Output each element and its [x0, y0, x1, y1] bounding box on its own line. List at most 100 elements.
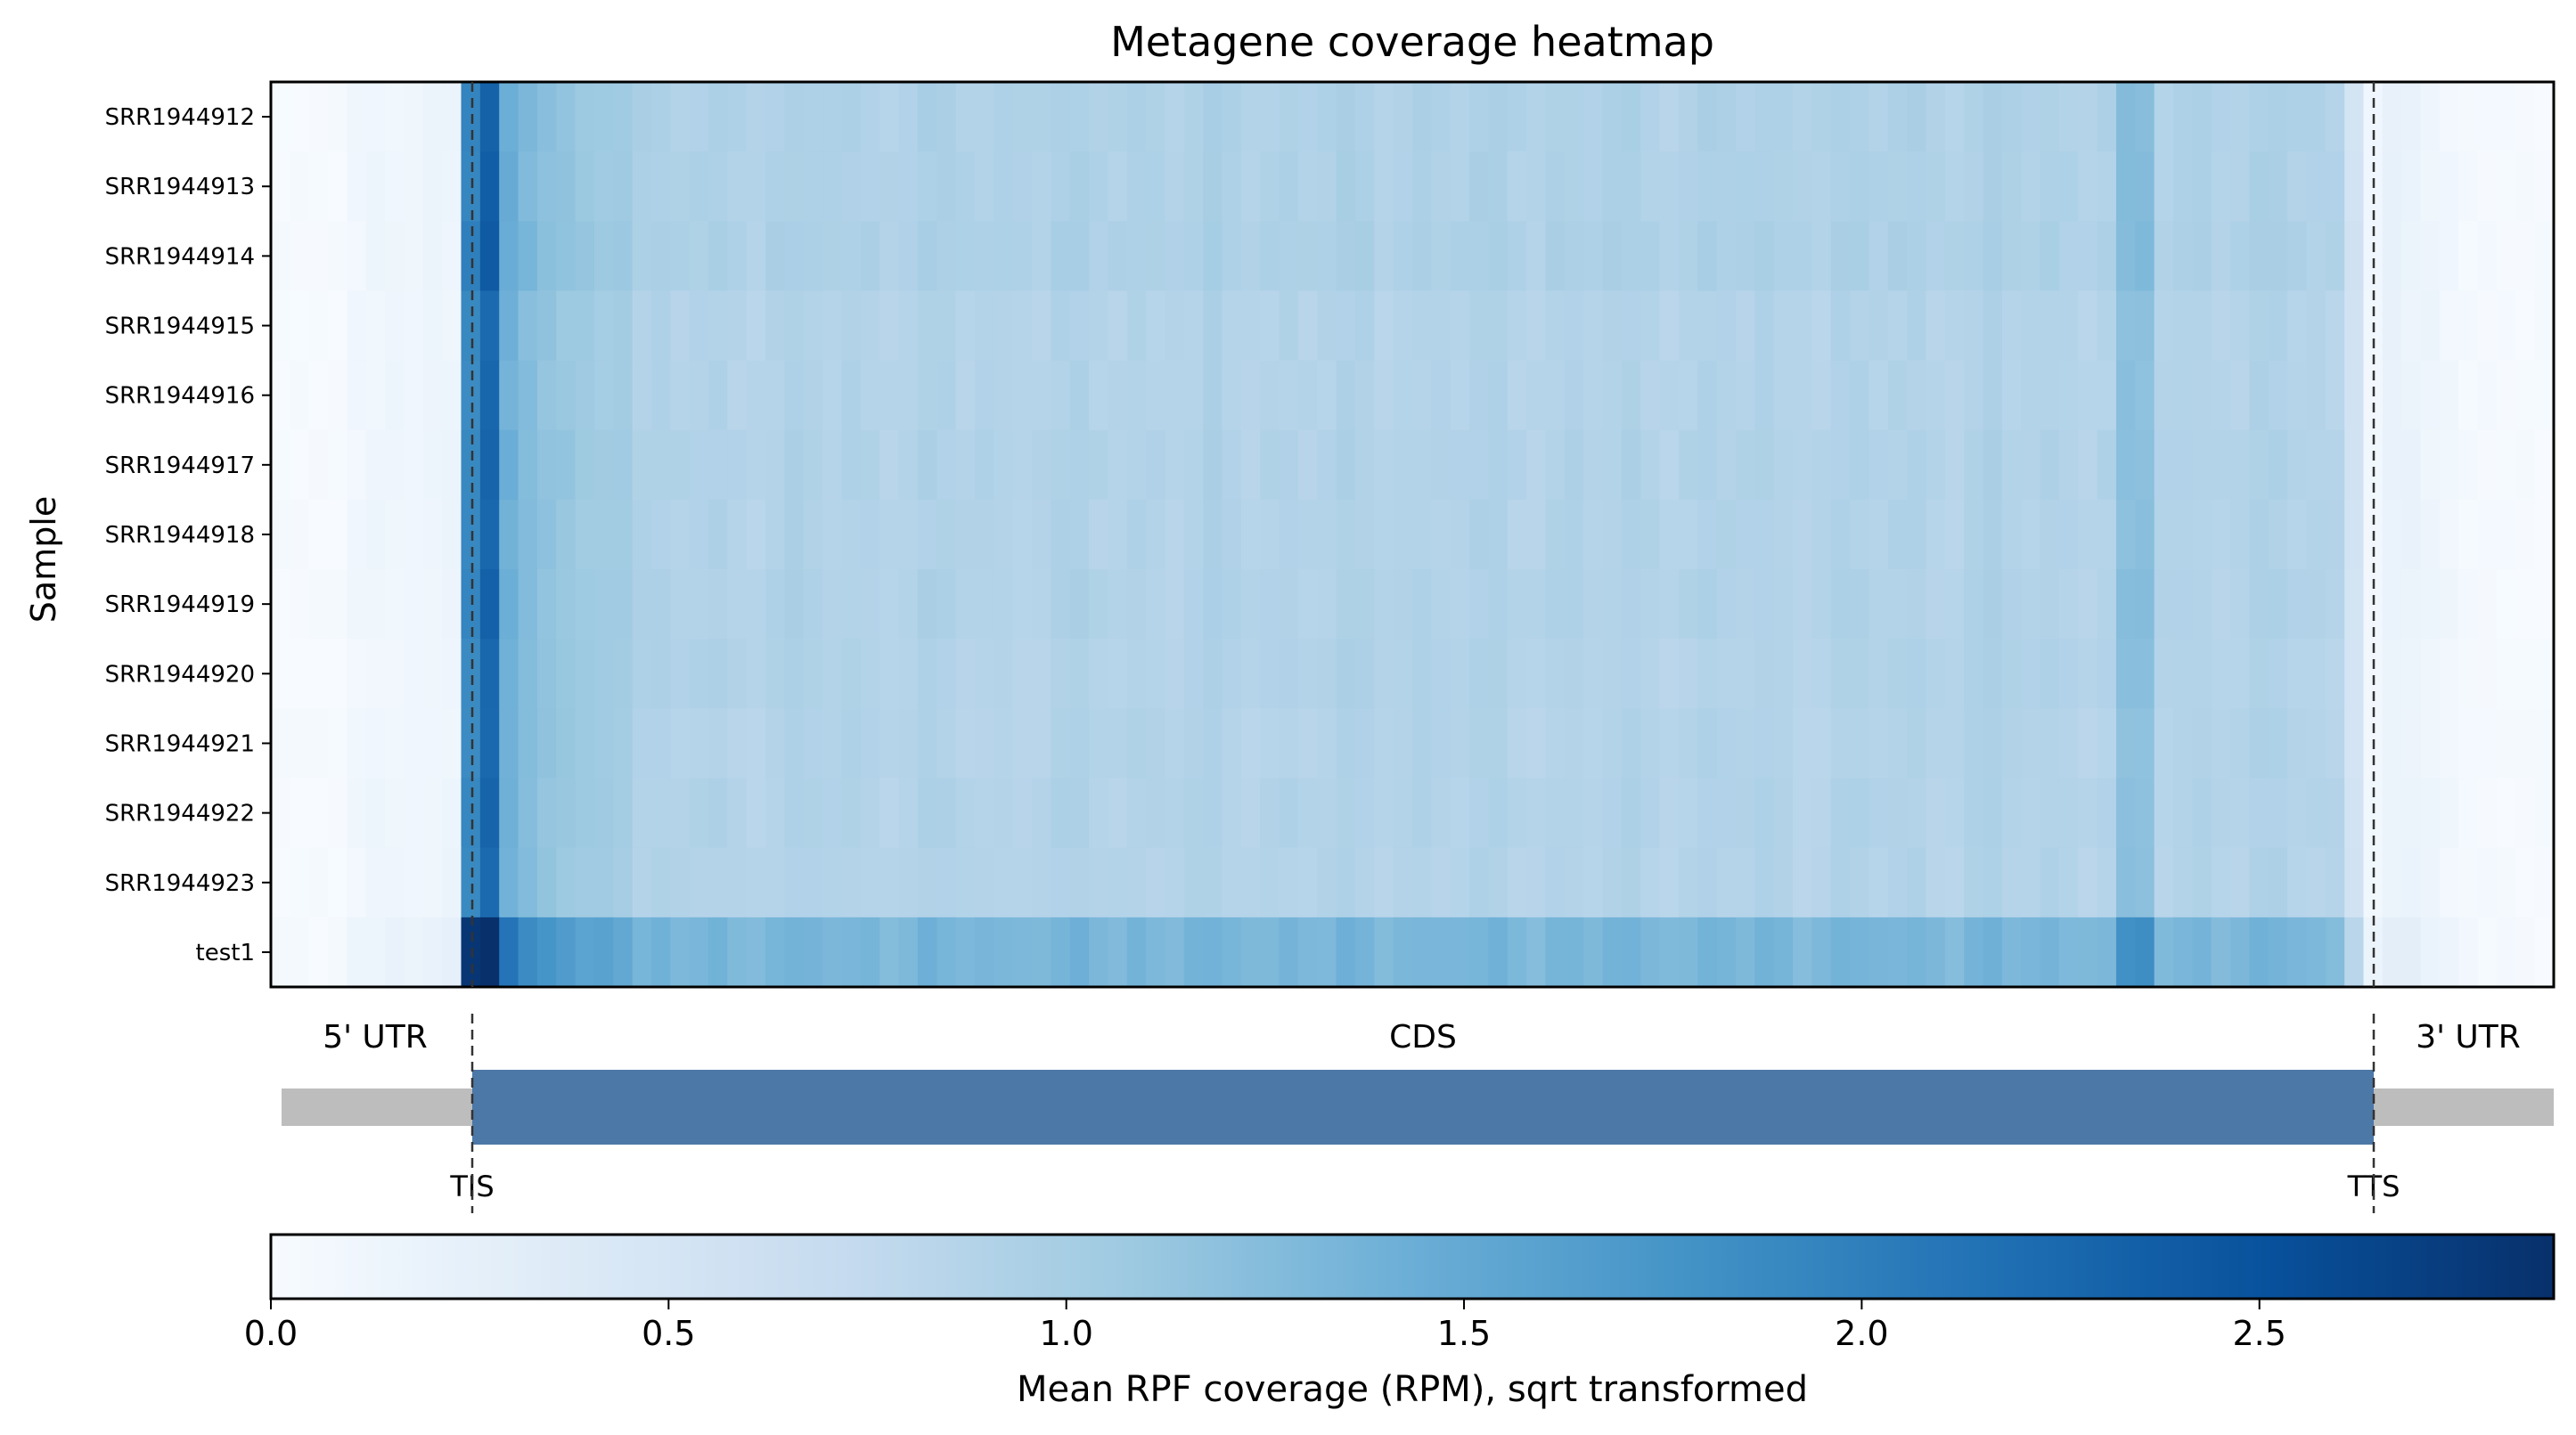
heatmap-cell: [2287, 151, 2308, 222]
heatmap-cell: [1907, 151, 1927, 222]
heatmap-cell: [1621, 499, 1641, 570]
heatmap-cell: [1012, 221, 1033, 292]
heatmap-cell: [879, 290, 900, 362]
heatmap-cell: [2230, 499, 2250, 570]
heatmap-cell: [1659, 360, 1680, 431]
heatmap-cell: [1240, 82, 1261, 152]
heatmap-cell: [1032, 290, 1051, 362]
heatmap-cell: [1412, 708, 1432, 779]
heatmap-cell: [727, 82, 748, 152]
heatmap-cell: [536, 360, 557, 431]
heatmap-cell: [1964, 708, 1984, 779]
heatmap-cell: [442, 569, 462, 640]
heatmap-cell: [1222, 639, 1242, 709]
heatmap-cell: [1051, 151, 1071, 222]
heatmap-cell: [1887, 917, 1908, 988]
heatmap-cell: [2420, 708, 2441, 779]
heatmap-cell: [2211, 429, 2231, 501]
heatmap-cell: [575, 569, 595, 640]
colorbar-tick-label: 0.5: [642, 1314, 695, 1353]
heatmap-cell: [2534, 847, 2555, 918]
heatmap-cell: [2211, 639, 2231, 709]
heatmap-cell: [917, 847, 937, 918]
heatmap-cell: [1012, 360, 1033, 431]
heatmap-cell: [1640, 360, 1661, 431]
heatmap-cell: [1583, 221, 1604, 292]
heatmap-cell: [2040, 360, 2060, 431]
heatmap-cell: [994, 360, 1014, 431]
heatmap-cell: [1869, 221, 1889, 292]
heatmap-cell: [1830, 429, 1851, 501]
heatmap-cell: [2021, 151, 2041, 222]
heatmap-cell: [1183, 360, 1204, 431]
heatmap-cell: [974, 778, 994, 849]
heatmap-cell: [2058, 151, 2079, 222]
heatmap-cell: [2382, 429, 2402, 501]
heatmap-cell: [1830, 360, 1851, 431]
heatmap-cell: [1260, 917, 1280, 988]
heatmap-cell: [1507, 151, 1527, 222]
heatmap-cell: [727, 360, 748, 431]
heatmap-cell: [1735, 82, 1755, 152]
heatmap-cell: [308, 82, 329, 152]
heatmap-cell: [1735, 360, 1755, 431]
heatmap-cell: [499, 778, 519, 849]
heatmap-cell: [1964, 917, 1984, 988]
heatmap-cell: [593, 221, 614, 292]
heatmap-cell: [841, 639, 862, 709]
heatmap-cell: [613, 221, 634, 292]
heatmap-cell: [1640, 778, 1661, 849]
heatmap-cell: [917, 151, 937, 222]
heatmap-cell: [994, 639, 1014, 709]
heatmap-cell: [1564, 499, 1584, 570]
heatmap-cell: [2021, 778, 2041, 849]
heatmap-cell: [2058, 360, 2079, 431]
heatmap-cell: [442, 151, 462, 222]
heatmap-cell: [2078, 290, 2098, 362]
heatmap-cell: [898, 708, 919, 779]
heatmap-cell: [1697, 847, 1718, 918]
heatmap-cell: [422, 569, 443, 640]
heatmap-cell: [271, 569, 290, 640]
heatmap-cell: [1222, 221, 1242, 292]
heatmap-cell: [689, 569, 709, 640]
heatmap-cell: [1412, 82, 1432, 152]
heatmap-cell: [1640, 499, 1661, 570]
heatmap-cell: [461, 290, 481, 362]
heatmap-cell: [2496, 151, 2516, 222]
heatmap-cell: [271, 639, 290, 709]
heatmap-cell: [2401, 290, 2422, 362]
heatmap-cell: [499, 221, 519, 292]
heatmap-cell: [2115, 290, 2136, 362]
heatmap-cell: [1926, 778, 1946, 849]
heatmap-cell: [1602, 569, 1623, 640]
heatmap-cell: [2249, 151, 2269, 222]
heatmap-cell: [689, 917, 709, 988]
row-label: SRR1944922: [105, 801, 255, 828]
heatmap-cell: [936, 778, 957, 849]
heatmap-cell: [2268, 429, 2288, 501]
heatmap-cell: [1659, 221, 1680, 292]
heatmap-cell: [2173, 917, 2193, 988]
heatmap-cell: [1354, 82, 1375, 152]
heatmap-cell: [727, 429, 748, 501]
heatmap-cell: [1869, 290, 1889, 362]
heatmap-cell: [1754, 847, 1775, 918]
heatmap-cell: [1507, 569, 1527, 640]
heatmap-cell: [689, 778, 709, 849]
heatmap-cell: [1659, 708, 1680, 779]
heatmap-cell: [1260, 429, 1280, 501]
heatmap-cell: [2021, 708, 2041, 779]
heatmap-cell: [2078, 429, 2098, 501]
heatmap-cell: [2211, 221, 2231, 292]
heatmap-cell: [2001, 708, 2022, 779]
heatmap-cell: [2268, 221, 2288, 292]
heatmap-cell: [936, 499, 957, 570]
heatmap-cell: [2154, 847, 2174, 918]
heatmap-cell: [461, 429, 481, 501]
heatmap-cell: [2115, 778, 2136, 849]
heatmap-cell: [2021, 429, 2041, 501]
heatmap-cell: [822, 151, 843, 222]
heatmap-cell: [1317, 429, 1337, 501]
row-label: SRR1944921: [105, 730, 255, 757]
